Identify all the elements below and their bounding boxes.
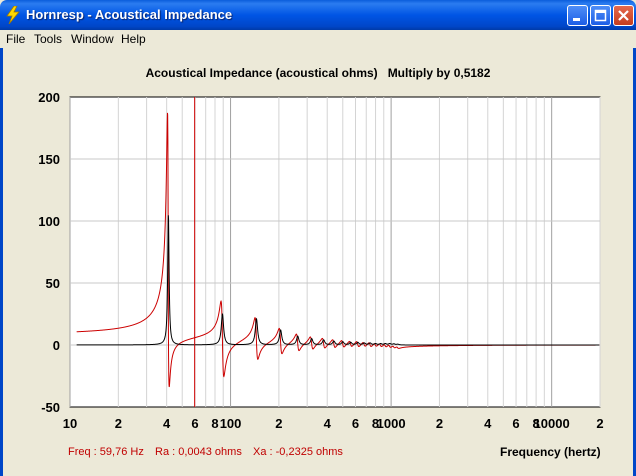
x-tick-label: 4 [163, 416, 171, 431]
series [76, 112, 600, 388]
xa-readout: Xa : -0,2325 ohms [253, 446, 343, 458]
y-tick-label: 200 [38, 90, 60, 105]
menu-bar: File Tools Window Help [0, 30, 636, 48]
menu-help[interactable]: Help [121, 32, 146, 46]
plot-area[interactable] [69, 96, 601, 408]
x-tick-label: 6 [191, 416, 198, 431]
x-tick-label: 8 [211, 416, 218, 431]
menu-file[interactable]: File [6, 32, 26, 46]
maximize-icon [594, 9, 607, 22]
x-tick-label: 10 [63, 416, 77, 431]
menu-window[interactable]: Window [71, 32, 114, 46]
window-frame-right [633, 48, 636, 476]
x-tick-label: 6 [352, 416, 359, 431]
ra-readout: Ra : 0,0043 ohms [155, 446, 242, 458]
hornresp-app-icon [6, 6, 20, 24]
y-axis-ticks: 200 150 100 50 0 -50 [38, 90, 60, 415]
grid [69, 97, 601, 407]
minimize-icon [573, 18, 580, 21]
x-tick-label: 10000 [534, 416, 570, 431]
x-tick-label: 2 [436, 416, 443, 431]
chart-title: Acoustical Impedance (acoustical ohms) M… [0, 66, 636, 80]
freq-readout: Freq : 59,76 Hz [68, 446, 144, 458]
maximize-button[interactable] [590, 5, 611, 26]
window-title: Hornresp - Acoustical Impedance [26, 7, 233, 22]
window-frame-left [0, 48, 3, 476]
x-tick-label: 100 [220, 416, 242, 431]
y-tick-label: 0 [53, 338, 60, 353]
y-tick-label: 150 [38, 152, 60, 167]
chart-title-main: Acoustical Impedance (acoustical ohms) [145, 66, 378, 80]
x-tick-label: 8 [372, 416, 379, 431]
chart-title-multiplier: Multiply by 0,5182 [387, 66, 491, 80]
x-tick-label: 2 [115, 416, 122, 431]
y-tick-label: 100 [38, 214, 60, 229]
series-ra-resistance [76, 215, 600, 346]
menu-tools[interactable]: Tools [34, 32, 63, 46]
minimize-button[interactable] [567, 5, 588, 26]
x-tick-label: 2 [275, 416, 282, 431]
x-tick-label: 4 [484, 416, 492, 431]
x-tick-label: 2 [596, 416, 603, 431]
x-tick-label: 1000 [377, 416, 406, 431]
x-tick-label: 6 [512, 416, 519, 431]
x-tick-label: 8 [532, 416, 539, 431]
y-tick-label: 50 [46, 276, 60, 291]
x-tick-label: 4 [324, 416, 332, 431]
x-axis-label: Frequency (hertz) [500, 445, 601, 459]
close-button[interactable] [613, 5, 634, 26]
y-tick-label: -50 [41, 400, 60, 415]
close-icon [618, 10, 629, 21]
title-bar: Hornresp - Acoustical Impedance [0, 0, 636, 30]
